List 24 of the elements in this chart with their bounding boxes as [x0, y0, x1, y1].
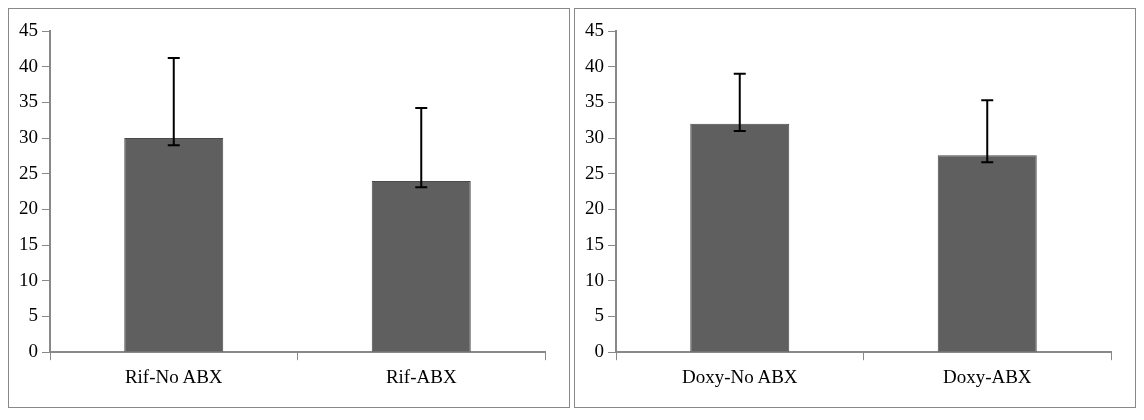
- y-tick-label: 0: [594, 340, 604, 362]
- y-tick-label: 45: [19, 18, 38, 40]
- y-tick-label: 40: [19, 54, 38, 76]
- x-tick-label: Rif-ABX: [385, 365, 457, 387]
- y-tick-label: 15: [19, 233, 38, 255]
- y-tick-label: 30: [585, 126, 604, 148]
- y-tick-label: 10: [585, 268, 604, 290]
- x-tick-label: Doxy-ABX: [942, 365, 1032, 387]
- y-tick-label: 5: [594, 304, 604, 326]
- y-tick-label: 5: [28, 304, 38, 326]
- y-tick-label: 30: [19, 126, 38, 148]
- y-tick-label: 15: [585, 233, 604, 255]
- y-tick-label: 0: [28, 340, 38, 362]
- y-tick-label: 25: [19, 161, 38, 183]
- x-tick-label: Rif-No ABX: [124, 365, 223, 387]
- x-tick-label: Doxy-No ABX: [681, 365, 798, 387]
- y-tick-label: 20: [19, 197, 38, 219]
- y-tick-label: 40: [585, 54, 604, 76]
- y-tick-label: 45: [585, 18, 604, 40]
- y-tick-label: 10: [19, 268, 38, 290]
- y-tick-label: 35: [19, 90, 38, 112]
- y-tick-label: 25: [585, 161, 604, 183]
- y-tick-label: 20: [585, 197, 604, 219]
- y-tick-label: 35: [585, 90, 604, 112]
